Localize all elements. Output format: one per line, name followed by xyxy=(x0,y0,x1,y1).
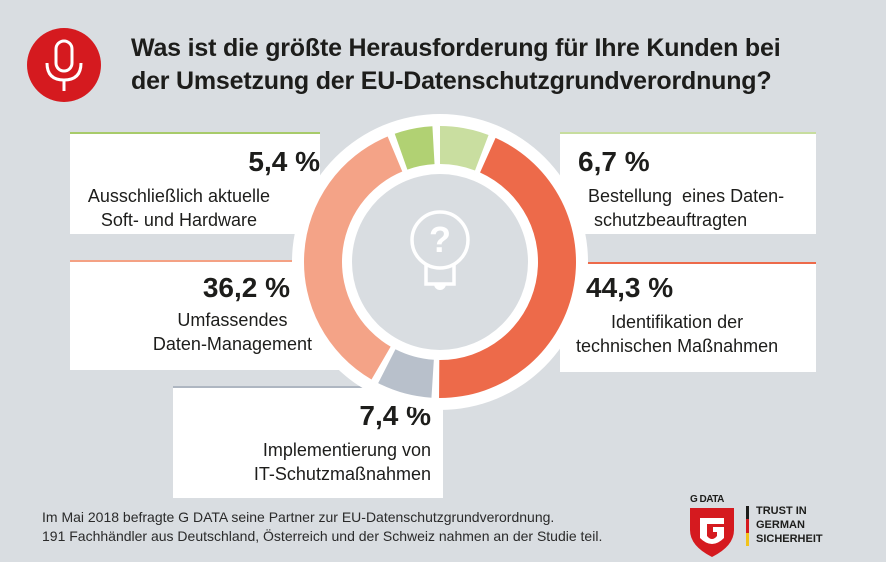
category-label-line: Implementierung von xyxy=(262,440,431,460)
flag-stripe xyxy=(746,519,749,533)
question-mark: ? xyxy=(429,219,451,260)
slogan-line: TRUST IN xyxy=(756,505,807,517)
donut-slice-it_schutz xyxy=(378,349,434,398)
gdata-shield-icon xyxy=(690,508,734,557)
microphone-badge xyxy=(27,28,101,102)
bulb-outline xyxy=(410,210,470,270)
value-label: 5,4 % xyxy=(248,146,320,177)
flag-stripe xyxy=(746,532,749,546)
category-label: Bestellung eines Daten- schutzbeauftragt… xyxy=(588,184,784,232)
title-line: der Umsetzung der EU-Datenschutzgrundver… xyxy=(131,67,772,95)
slogan: TRUST IN GERMAN SICHERHEIT xyxy=(756,504,823,546)
brand-name: G DATA xyxy=(690,494,724,505)
donut-slices xyxy=(304,126,576,398)
flag-stripe xyxy=(746,506,749,520)
donut-slice-daten_management xyxy=(304,136,403,380)
callout-technische-massnahmen: 44,3 % Identifikation der technischen Ma… xyxy=(560,262,816,372)
gdata-logo: G DATA TRUST IN GERMAN SICHERHEIT xyxy=(686,494,886,560)
category-label-line: technischen Maßnahmen xyxy=(576,336,779,356)
value-label: 44,3 % xyxy=(586,272,674,303)
callout-it-schutz: 7,4 % Implementierung von IT-Schutzmaßna… xyxy=(173,386,443,498)
category-label: Umfassendes Daten-Management xyxy=(153,308,312,356)
donut-slice-datenschutzbeauftragter xyxy=(440,126,489,171)
category-label-line: Identifikation der xyxy=(611,312,744,332)
category-label-line: Daten-Management xyxy=(152,334,312,354)
category-label: Identifikation der technischen Maßnahmen xyxy=(576,310,778,358)
page-title: Was ist die größte Herausforderung für I… xyxy=(131,32,851,98)
callout-datenschutzbeauftragter: 6,7 % Bestellung eines Daten- schutzbeau… xyxy=(560,132,816,234)
category-label-line: Bestellung eines Daten- xyxy=(588,186,785,206)
donut-slice-soft_hardware xyxy=(394,126,435,170)
value-label: 36,2 % xyxy=(202,272,290,303)
microphone-icon xyxy=(45,39,83,91)
category-label-line: Ausschließlich aktuelle xyxy=(87,186,270,206)
category-label-line: IT-Schutzmaßnahmen xyxy=(253,464,431,484)
category-label-line: Soft- und Hardware xyxy=(100,210,257,230)
bulb-tip xyxy=(434,284,446,290)
donut-slice-technische_massnahmen xyxy=(439,137,576,398)
center-disc xyxy=(352,174,528,350)
category-label: Ausschließlich aktuelle Soft- und Hardwa… xyxy=(88,184,270,232)
slogan-line: GERMAN xyxy=(756,519,805,531)
category-label-line: schutzbeauftragten xyxy=(594,210,748,230)
callout-soft-hardware: 5,4 % Ausschließlich aktuelle Soft- und … xyxy=(70,132,320,234)
category-label-line: Umfassendes xyxy=(177,310,288,330)
lightbulb-question-icon: ? xyxy=(410,210,470,290)
german-flag-bar xyxy=(746,506,749,546)
title-line: Was ist die größte Herausforderung für I… xyxy=(131,34,781,62)
value-label: 6,7 % xyxy=(578,146,650,177)
footnote-line: 191 Fachhändler aus Deutschland, Österre… xyxy=(42,528,603,544)
category-label: Implementierung von IT-Schutzmaßnahmen xyxy=(254,438,431,486)
slogan-line: SICHERHEIT xyxy=(756,533,823,545)
footnote-line: Im Mai 2018 befragte G DATA seine Partne… xyxy=(42,509,555,525)
footnote: Im Mai 2018 befragte G DATA seine Partne… xyxy=(42,508,602,546)
